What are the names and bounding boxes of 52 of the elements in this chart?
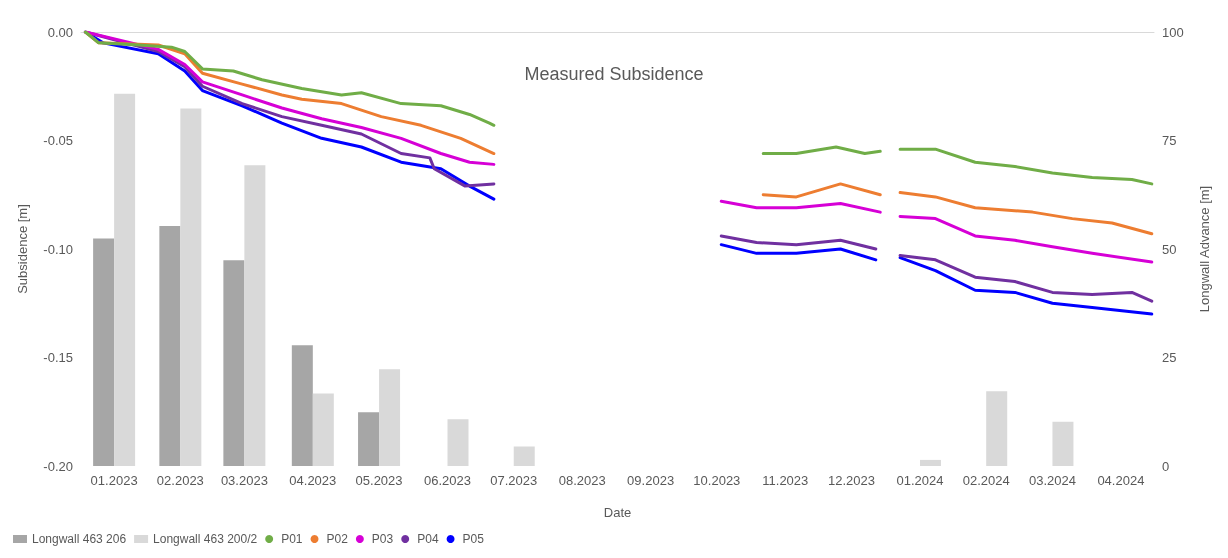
bar bbox=[1052, 421, 1074, 466]
y2-tick-label: 25 bbox=[1162, 350, 1177, 365]
text: Measured Subsidence bbox=[524, 64, 704, 84]
bar bbox=[513, 446, 535, 466]
x-tick-label: 03.2023 bbox=[220, 473, 268, 488]
bar bbox=[358, 412, 380, 466]
legend-label: P02 bbox=[326, 532, 349, 546]
legend-label: P03 bbox=[371, 532, 394, 546]
legend-label: P04 bbox=[417, 532, 439, 546]
y2-tick-label: 75 bbox=[1162, 133, 1177, 148]
x-tick-label: 04.2023 bbox=[289, 473, 337, 488]
legend-label: Longwall 463 206 bbox=[32, 532, 127, 546]
bar bbox=[986, 391, 1008, 466]
x-tick-label: 01.2024 bbox=[896, 473, 944, 488]
y2-tick-label: 100 bbox=[1162, 24, 1184, 40]
y-tick-label: 0.00 bbox=[47, 24, 73, 40]
bar bbox=[223, 260, 245, 466]
y2-tick-label: 50 bbox=[1162, 241, 1177, 257]
y-axis-title: Subsidence [m] bbox=[15, 204, 30, 294]
x-tick-label: 11.2023 bbox=[762, 473, 809, 488]
x-axis-title: Date bbox=[603, 505, 632, 520]
x-tick-label: 03.2024 bbox=[1028, 473, 1076, 488]
x-tick-label: 09.2023 bbox=[627, 473, 675, 488]
x-tick-label: 05.2023 bbox=[355, 473, 403, 488]
bar bbox=[244, 165, 266, 466]
x-tick-label: 10.2023 bbox=[693, 473, 741, 488]
bar bbox=[291, 345, 313, 466]
bar bbox=[180, 108, 202, 466]
x-tick-label: 02.2024 bbox=[962, 473, 1010, 488]
bar bbox=[312, 393, 334, 466]
bar bbox=[159, 226, 181, 466]
bar bbox=[379, 369, 401, 466]
bar bbox=[447, 419, 469, 466]
legend-label: P01 bbox=[281, 532, 303, 546]
x-tick-label: 12.2023 bbox=[828, 473, 876, 488]
y-tick-label: -0.15 bbox=[43, 350, 73, 365]
y2-axis-title: Longwall Advance [m] bbox=[1197, 185, 1212, 313]
bar bbox=[93, 238, 115, 466]
y-tick-label: -0.20 bbox=[43, 458, 73, 474]
bar bbox=[919, 459, 941, 466]
x-tick-label: 04.2024 bbox=[1097, 473, 1145, 488]
legend-label: P05 bbox=[462, 532, 485, 546]
x-tick-label: 07.2023 bbox=[490, 473, 538, 488]
x-tick-label: 01.2023 bbox=[90, 473, 138, 488]
x-tick-label: 06.2023 bbox=[424, 473, 471, 488]
y-tick-label: -0.10 bbox=[43, 241, 73, 257]
y-tick-label: -0.05 bbox=[43, 133, 73, 148]
legend-label: Longwall 463 200/2 bbox=[153, 532, 258, 546]
bar bbox=[114, 93, 136, 466]
x-tick-label: 08.2023 bbox=[558, 473, 606, 488]
x-tick-label: 02.2023 bbox=[156, 473, 204, 488]
y2-tick-label: 0 bbox=[1162, 458, 1170, 474]
